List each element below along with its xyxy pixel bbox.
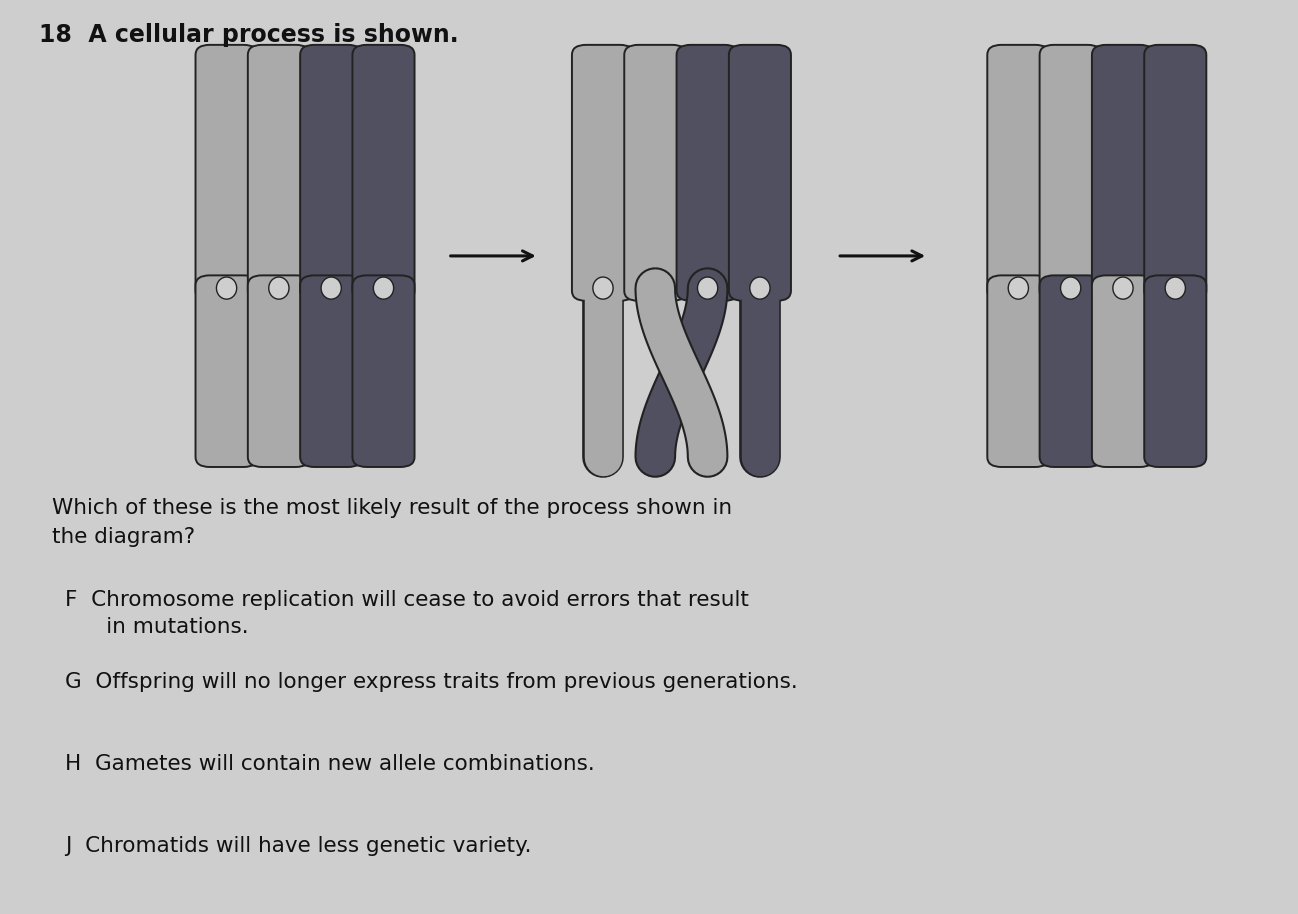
FancyBboxPatch shape (729, 45, 790, 301)
Ellipse shape (593, 277, 613, 299)
Text: 18  A cellular process is shown.: 18 A cellular process is shown. (39, 23, 458, 47)
Text: Which of these is the most likely result of the process shown in
the diagram?: Which of these is the most likely result… (52, 498, 732, 547)
Text: F  Chromosome replication will cease to avoid errors that result
      in mutati: F Chromosome replication will cease to a… (65, 590, 749, 637)
FancyBboxPatch shape (1092, 275, 1154, 467)
FancyBboxPatch shape (1145, 45, 1206, 301)
FancyBboxPatch shape (676, 45, 739, 301)
Ellipse shape (374, 277, 393, 299)
Ellipse shape (1060, 277, 1081, 299)
Ellipse shape (1112, 277, 1133, 299)
Text: G  Offspring will no longer express traits from previous generations.: G Offspring will no longer express trait… (65, 672, 798, 692)
FancyBboxPatch shape (1040, 45, 1102, 301)
FancyBboxPatch shape (353, 45, 414, 301)
Ellipse shape (269, 277, 289, 299)
Ellipse shape (321, 277, 341, 299)
FancyBboxPatch shape (988, 45, 1049, 301)
FancyBboxPatch shape (353, 275, 414, 467)
Ellipse shape (217, 277, 236, 299)
FancyBboxPatch shape (300, 45, 362, 301)
Ellipse shape (1009, 277, 1028, 299)
Ellipse shape (1166, 277, 1185, 299)
FancyBboxPatch shape (1092, 45, 1154, 301)
Ellipse shape (750, 277, 770, 299)
FancyBboxPatch shape (248, 45, 310, 301)
Text: H  Gametes will contain new allele combinations.: H Gametes will contain new allele combin… (65, 754, 594, 774)
Text: J  Chromatids will have less genetic variety.: J Chromatids will have less genetic vari… (65, 836, 531, 856)
FancyBboxPatch shape (196, 275, 257, 467)
Ellipse shape (645, 277, 666, 299)
FancyBboxPatch shape (196, 45, 257, 301)
FancyBboxPatch shape (1145, 275, 1206, 467)
Ellipse shape (697, 277, 718, 299)
FancyBboxPatch shape (572, 45, 633, 301)
FancyBboxPatch shape (300, 275, 362, 467)
FancyBboxPatch shape (1040, 275, 1102, 467)
FancyBboxPatch shape (988, 275, 1049, 467)
FancyBboxPatch shape (248, 275, 310, 467)
FancyBboxPatch shape (624, 45, 687, 301)
